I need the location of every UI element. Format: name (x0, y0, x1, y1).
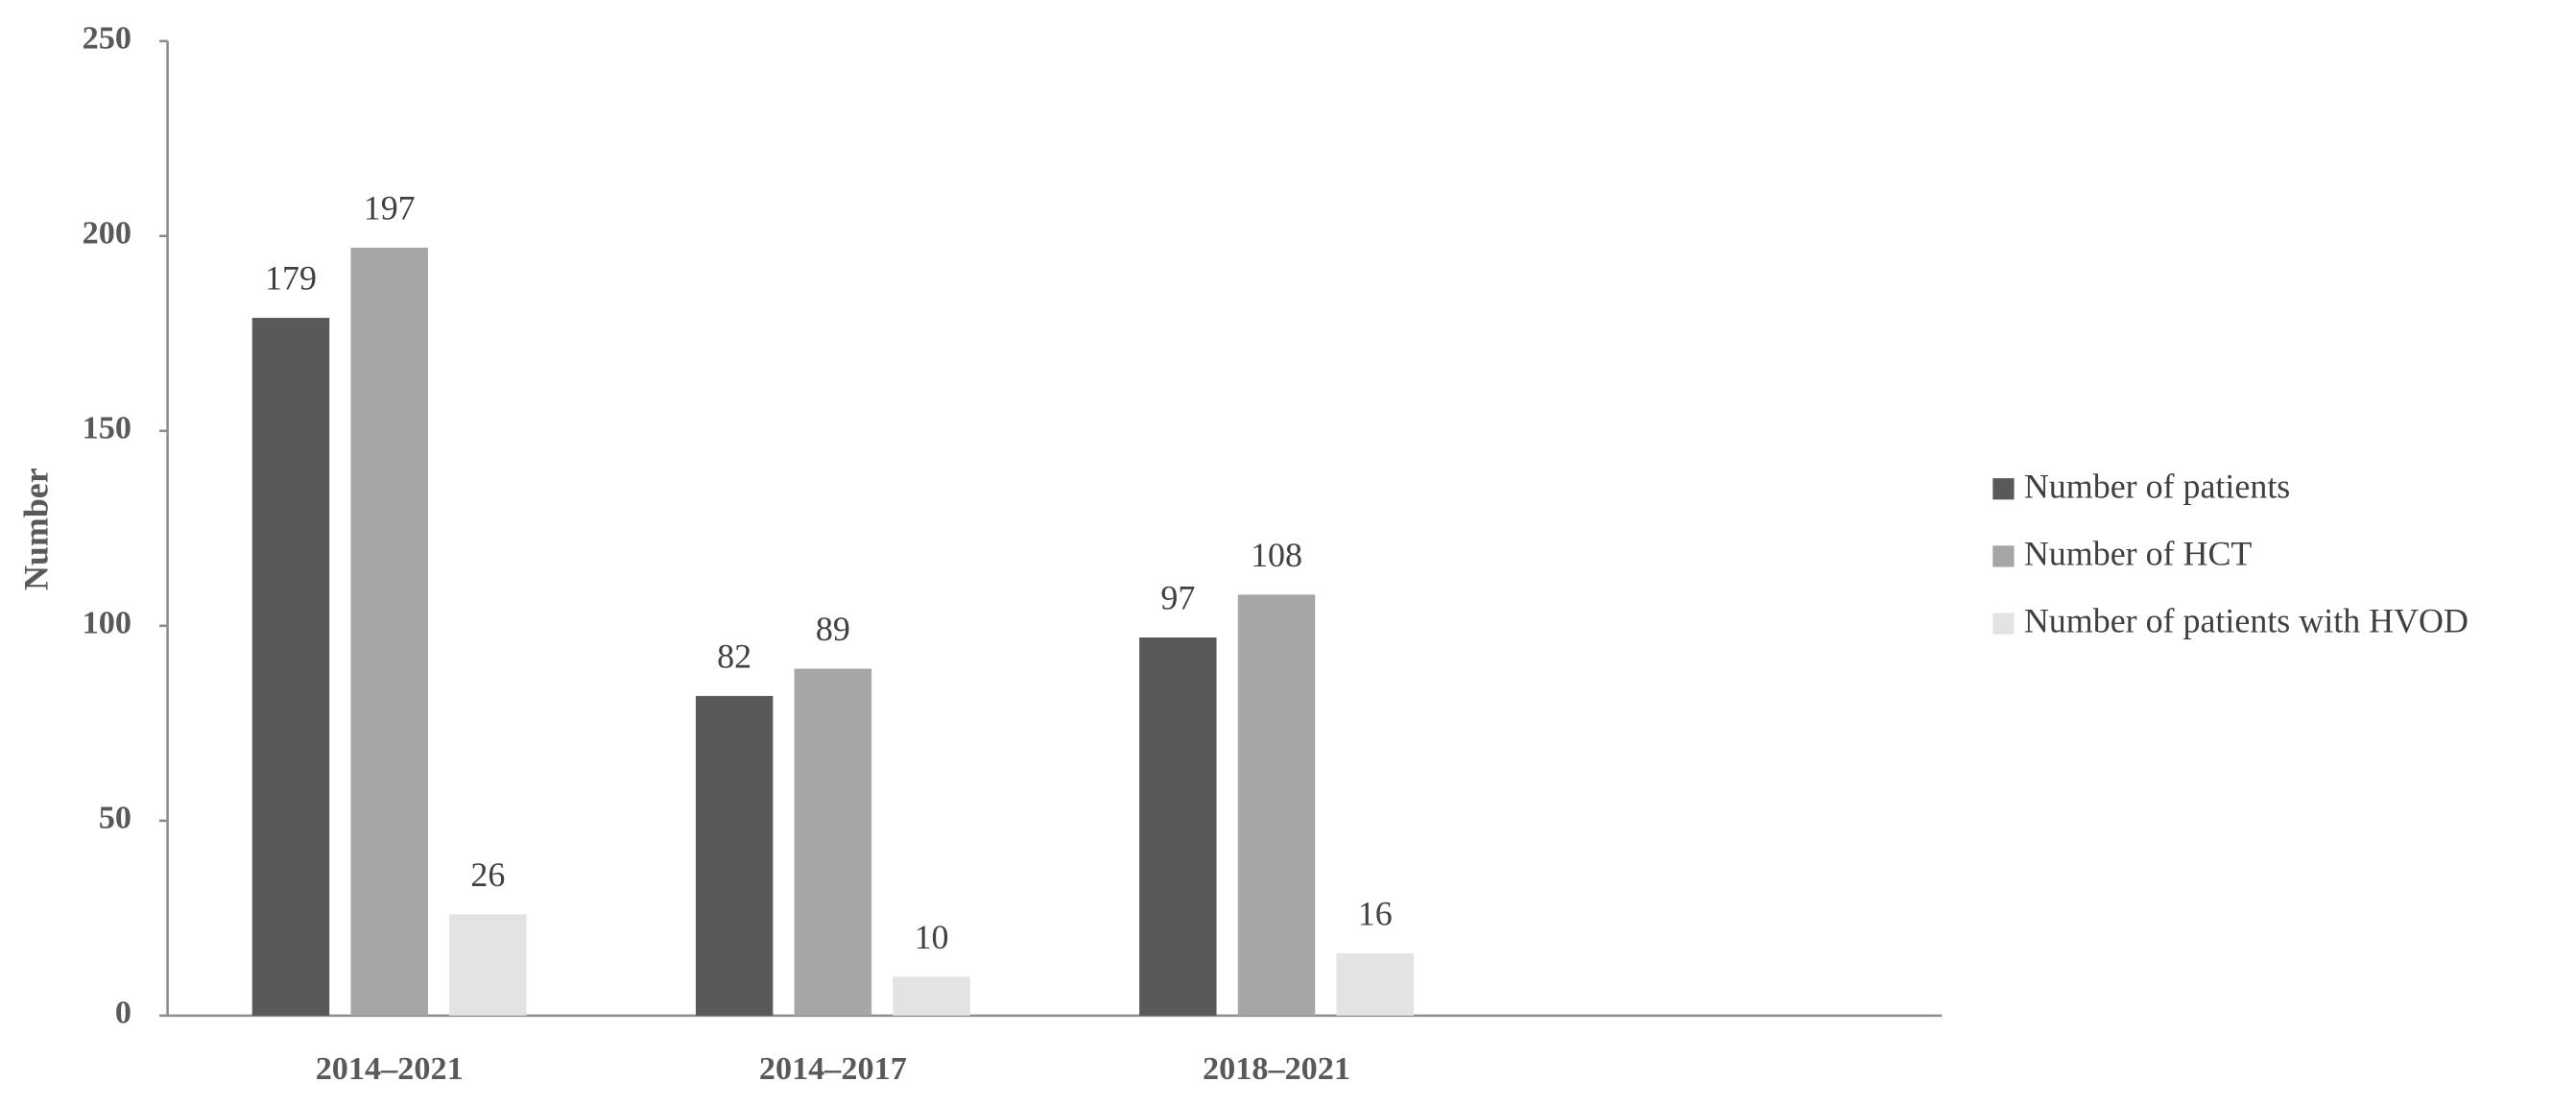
y-tick-label: 200 (83, 215, 131, 252)
legend-label: Number of HCT (2024, 535, 2253, 573)
x-tick-label: 2014–2021 (316, 1050, 464, 1087)
legend-swatch (1992, 545, 2015, 567)
legend-swatch (1992, 478, 2015, 500)
value-label: 16 (1358, 894, 1393, 932)
value-label: 197 (364, 189, 416, 228)
value-label: 82 (717, 637, 751, 676)
y-tick-label: 150 (83, 410, 131, 446)
bar (449, 914, 527, 1016)
bar (893, 976, 970, 1016)
bar (251, 318, 330, 1016)
y-axis-label: Number (16, 468, 55, 590)
value-label: 26 (470, 855, 505, 894)
bar (1237, 594, 1316, 1016)
value-label: 179 (265, 259, 317, 298)
value-label: 89 (816, 610, 850, 648)
value-label: 10 (915, 918, 949, 956)
bar (794, 668, 872, 1016)
value-label: 108 (1251, 536, 1302, 574)
y-tick-label: 50 (99, 800, 131, 836)
x-tick-label: 2014–2017 (759, 1050, 907, 1087)
y-tick-label: 100 (83, 605, 131, 641)
legend-swatch (1992, 613, 2015, 635)
value-label: 97 (1160, 579, 1195, 617)
legend-label: Number of patients with HVOD (2024, 602, 2469, 640)
legend-label: Number of patients (2024, 467, 2290, 505)
x-tick-label: 2018–2021 (1203, 1050, 1350, 1087)
bar (695, 695, 774, 1016)
bar (1139, 637, 1217, 1016)
bar (350, 247, 428, 1016)
y-tick-label: 0 (115, 995, 131, 1031)
bar (1336, 952, 1414, 1016)
y-tick-label: 250 (83, 20, 131, 57)
